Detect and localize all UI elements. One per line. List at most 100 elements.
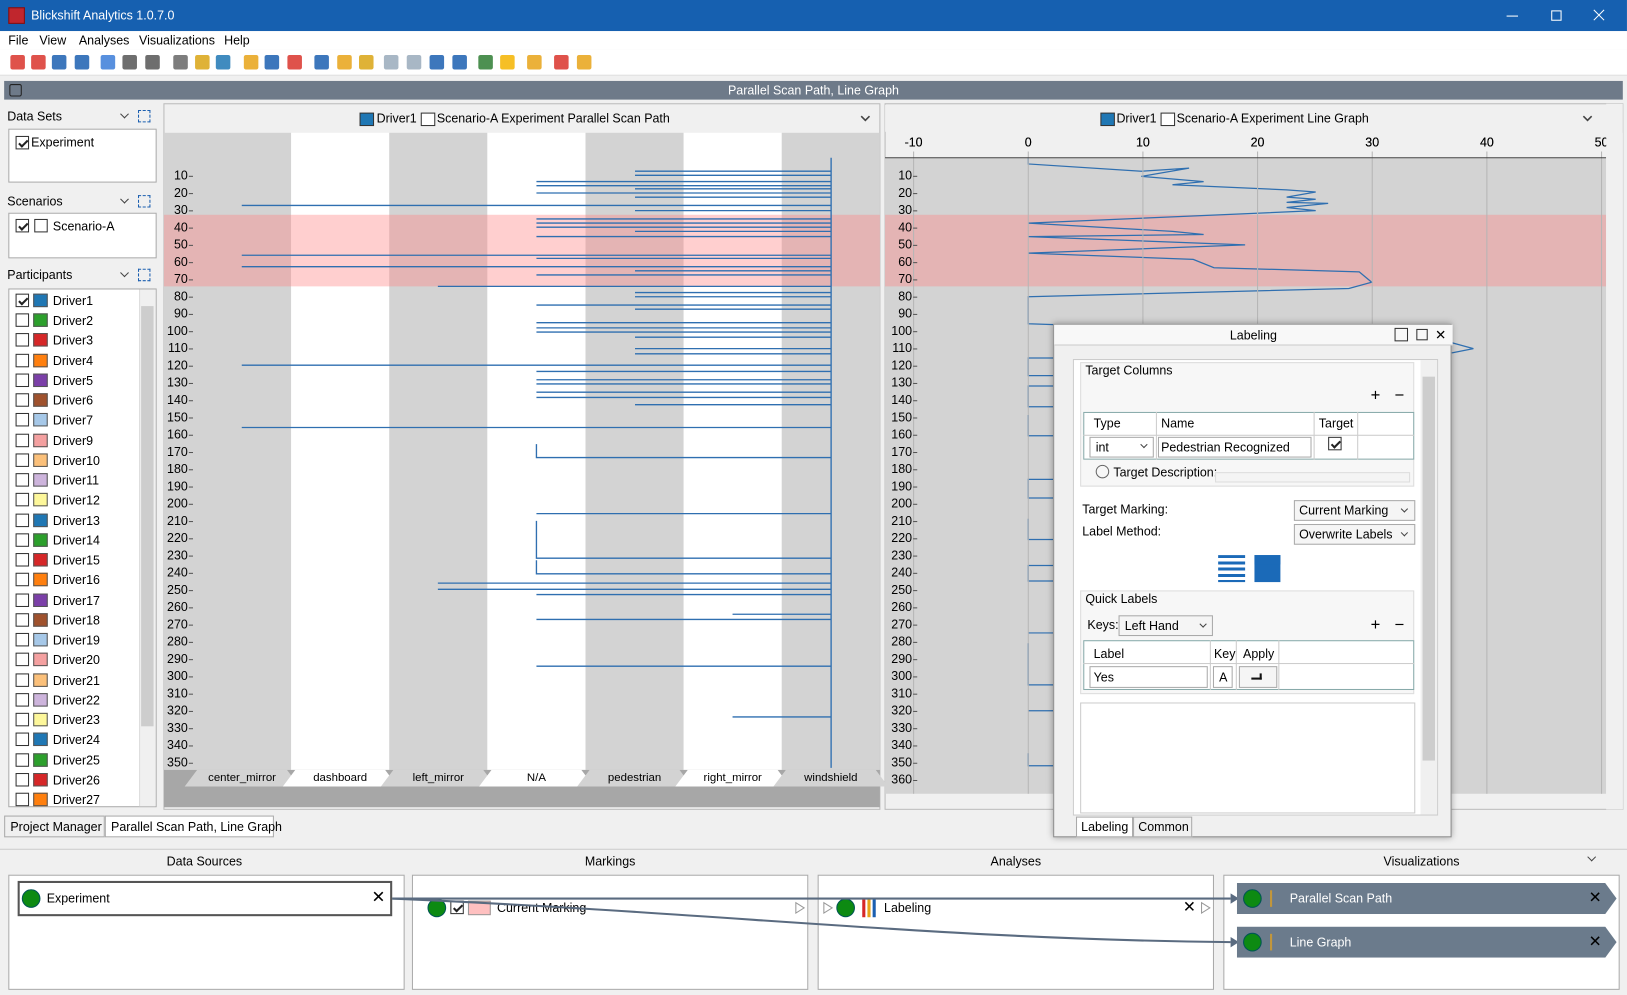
text-area[interactable]	[1080, 702, 1416, 814]
dialog-tab[interactable]	[1075, 816, 1134, 838]
toolbar-button[interactable]	[500, 54, 515, 70]
checkbox[interactable]	[15, 672, 30, 687]
menu-item[interactable]: Visualizations	[139, 33, 215, 48]
visualization-node[interactable]	[1236, 926, 1617, 958]
target-checkbox[interactable]	[1328, 436, 1342, 451]
checkbox[interactable]	[15, 712, 30, 727]
toolbar-button[interactable]	[10, 54, 25, 70]
menu-item[interactable]: View	[39, 33, 67, 48]
dialog-tab[interactable]	[1133, 816, 1193, 838]
toolbar-button[interactable]	[452, 54, 467, 70]
menu-item[interactable]: Help	[224, 33, 250, 48]
remove-button[interactable]: −	[1394, 616, 1405, 634]
checkbox[interactable]	[15, 752, 30, 767]
dropdown[interactable]	[1293, 500, 1416, 521]
remove-button[interactable]: ✕	[371, 889, 386, 907]
type-dropdown[interactable]	[1089, 436, 1154, 458]
toolbar-button[interactable]	[243, 54, 259, 70]
checkbox[interactable]	[15, 513, 30, 527]
toolbar-button[interactable]	[337, 54, 352, 70]
checkbox[interactable]	[15, 593, 30, 607]
label-mode-button[interactable]	[1218, 555, 1246, 583]
toolbar-button[interactable]	[576, 54, 592, 70]
checkbox[interactable]	[15, 533, 30, 547]
checkbox[interactable]	[15, 293, 30, 308]
menu-item[interactable]: Analyses	[78, 33, 130, 48]
toolbar-button[interactable]	[383, 54, 399, 70]
checkbox[interactable]	[15, 553, 30, 567]
checkbox[interactable]	[15, 732, 30, 747]
toolbar-button[interactable]	[74, 54, 90, 70]
checkbox[interactable]	[450, 900, 464, 915]
dialog-button[interactable]	[1394, 327, 1409, 342]
toolbar-button[interactable]	[195, 54, 210, 70]
section-icon[interactable]	[138, 195, 151, 208]
remove-button[interactable]: −	[1394, 387, 1405, 405]
checkbox[interactable]	[15, 493, 30, 507]
remove-button[interactable]: ✕	[1588, 932, 1602, 951]
tab[interactable]: Project Manager	[4, 815, 105, 838]
dropdown[interactable]	[1118, 615, 1213, 637]
toolbar-button[interactable]	[554, 54, 569, 70]
checkbox[interactable]	[15, 633, 30, 647]
checkbox[interactable]	[15, 353, 30, 368]
toolbar-button[interactable]	[264, 54, 280, 70]
toolbar-button[interactable]	[145, 54, 160, 70]
toolbar-button[interactable]	[100, 54, 116, 70]
remove-button[interactable]: ✕	[1182, 898, 1196, 917]
marking-band	[885, 214, 1607, 287]
checkbox[interactable]	[15, 218, 30, 233]
add-button[interactable]: +	[1370, 616, 1381, 634]
toolbar-button[interactable]	[122, 54, 137, 70]
add-button[interactable]: +	[1370, 387, 1381, 405]
checkbox[interactable]	[15, 393, 30, 407]
toolbar-button[interactable]	[287, 54, 302, 70]
collapse-button[interactable]	[9, 84, 22, 97]
close-button[interactable]	[1592, 8, 1607, 23]
visualization-node[interactable]	[1236, 882, 1617, 915]
toolbar-button[interactable]	[215, 54, 231, 70]
section-icon[interactable]	[138, 268, 151, 282]
toolbar-button[interactable]	[359, 54, 374, 70]
label-mode-button[interactable]	[1254, 555, 1281, 583]
checkbox[interactable]	[15, 135, 30, 150]
remove-button[interactable]: ✕	[1588, 889, 1602, 907]
minimize-button[interactable]	[1506, 15, 1519, 17]
name-input[interactable]	[1157, 436, 1312, 458]
checkbox[interactable]	[15, 652, 30, 667]
checkbox[interactable]	[15, 373, 30, 387]
toolbar-button[interactable]	[478, 54, 493, 70]
dropdown[interactable]	[1293, 523, 1416, 545]
toolbar-button[interactable]	[314, 54, 329, 70]
checkbox[interactable]	[15, 333, 30, 348]
checkbox[interactable]	[15, 413, 30, 427]
section-icon[interactable]	[138, 109, 151, 123]
checkbox[interactable]	[15, 473, 30, 487]
checkbox[interactable]	[15, 613, 30, 627]
toolbar-button[interactable]	[173, 54, 188, 70]
check-mark	[17, 137, 28, 148]
menu-item[interactable]: File	[8, 33, 29, 48]
checkbox[interactable]	[15, 692, 30, 707]
checkbox[interactable]	[15, 433, 30, 447]
data-source-node[interactable]	[17, 880, 393, 917]
checkbox[interactable]	[15, 453, 30, 467]
checkbox[interactable]	[15, 573, 30, 587]
x-tick-label: 20	[1251, 135, 1265, 149]
expander-icon[interactable]	[1095, 464, 1110, 479]
apply-button[interactable]	[1238, 666, 1278, 688]
checkbox[interactable]	[15, 772, 30, 787]
toolbar-button[interactable]	[31, 54, 46, 70]
toolbar-button[interactable]	[429, 54, 445, 70]
toolbar-button[interactable]	[51, 54, 67, 70]
key-box[interactable]	[1212, 666, 1233, 688]
dialog-close[interactable]: ✕	[1435, 326, 1447, 343]
checkbox[interactable]	[15, 792, 30, 807]
maximize-button[interactable]	[1551, 10, 1562, 21]
tab[interactable]: Parallel Scan Path, Line Graph	[104, 815, 282, 838]
checkbox[interactable]	[15, 313, 30, 328]
toolbar-button[interactable]	[527, 54, 542, 70]
label-input[interactable]	[1089, 666, 1208, 688]
toolbar-button[interactable]	[406, 54, 422, 70]
dialog-button[interactable]	[1416, 328, 1428, 341]
